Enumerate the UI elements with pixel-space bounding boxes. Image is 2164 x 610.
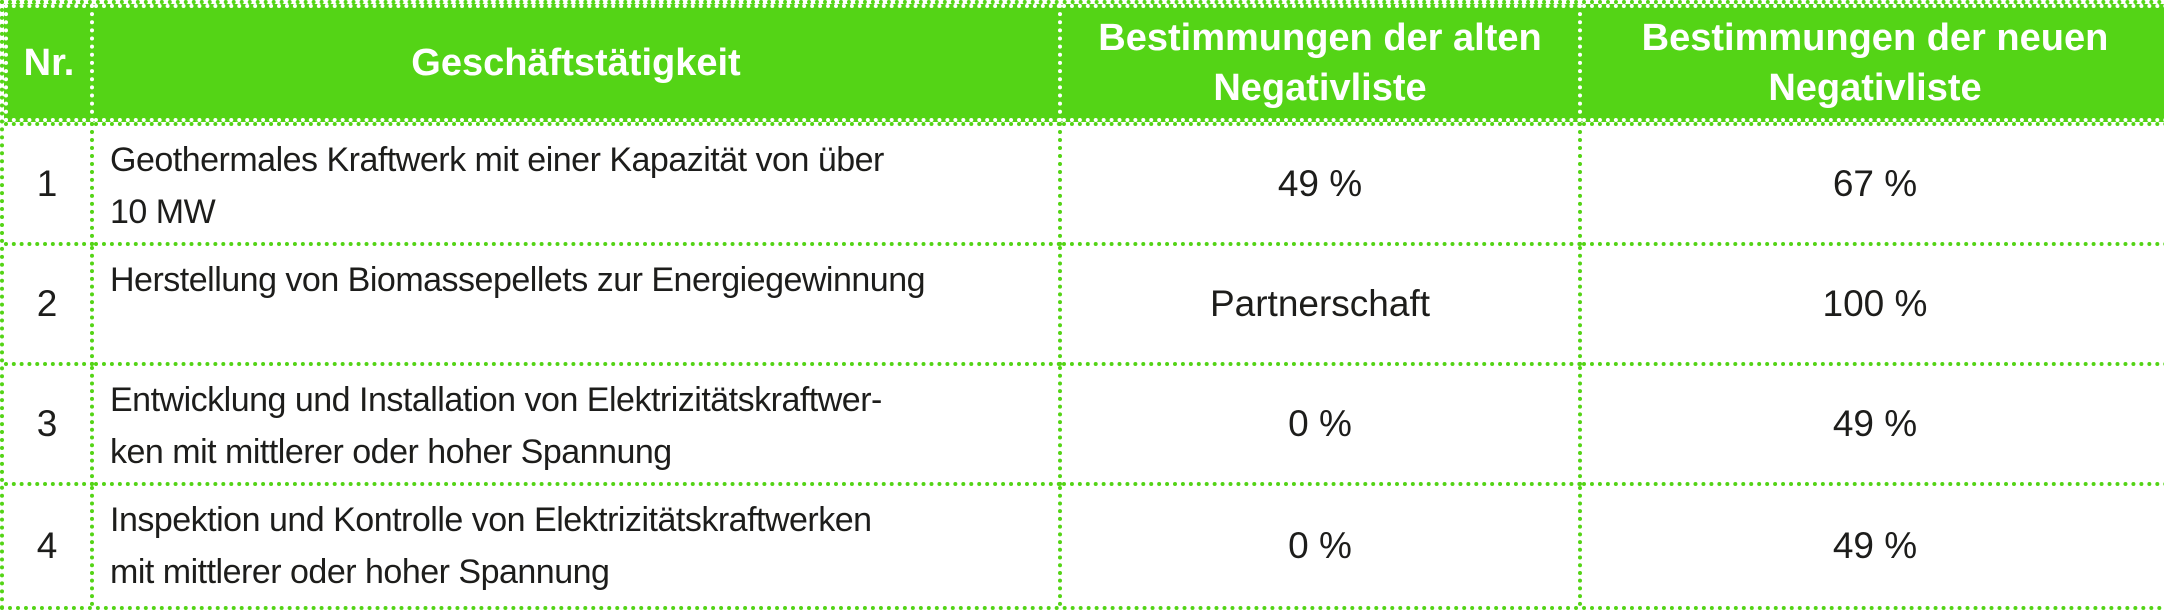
old-list-value-cell: 0 %	[1062, 486, 1582, 606]
new-list-value-cell: 49 %	[1582, 486, 2164, 606]
activity-cell: Herstellung von Biomassepellets zur Ener…	[94, 246, 1062, 366]
row-number-cell: 1	[4, 122, 94, 246]
table-row-3: 3 Entwicklung und Installation von Elekt…	[4, 366, 2164, 486]
table-row-4: 4 Inspektion und Kontrolle von Elektrizi…	[4, 486, 2164, 606]
row-number-cell: 3	[4, 366, 94, 486]
row-number-cell: 2	[4, 246, 94, 366]
row-number-cell: 4	[4, 486, 94, 606]
old-list-value-cell: 0 %	[1062, 366, 1582, 486]
activity-cell: Geothermales Kraftwerk mit einer Kapazit…	[94, 122, 1062, 246]
activity-cell: Inspektion und Kontrolle von Elektrizitä…	[94, 486, 1062, 606]
new-list-value-cell: 67 %	[1582, 122, 2164, 246]
table-body: 1 Geothermales Kraftwerk mit einer Kapaz…	[4, 122, 2164, 606]
old-list-value-cell: 49 %	[1062, 122, 1582, 246]
activity-cell: Entwicklung und Installation von Elektri…	[94, 366, 1062, 486]
column-header-nr: Nr.	[4, 4, 94, 122]
header-row: Nr. Geschäftstätigkeit Bestimmungen der …	[4, 4, 2164, 122]
column-header-new-list: Bestimmungen der neuen Negativliste	[1582, 4, 2164, 122]
old-list-value-cell: Partnerschaft	[1062, 246, 1582, 366]
new-list-value-cell: 49 %	[1582, 366, 2164, 486]
new-list-value-cell: 100 %	[1582, 246, 2164, 366]
column-header-activity: Geschäftstätigkeit	[94, 4, 1062, 122]
column-header-old-list: Bestimmungen der alten Negativliste	[1062, 4, 1582, 122]
table-row-1: 1 Geothermales Kraftwerk mit einer Kapaz…	[4, 122, 2164, 246]
table-header: Nr. Geschäftstätigkeit Bestimmungen der …	[4, 4, 2164, 122]
table-row-2: 2 Herstellung von Biomassepellets zur En…	[4, 246, 2164, 366]
